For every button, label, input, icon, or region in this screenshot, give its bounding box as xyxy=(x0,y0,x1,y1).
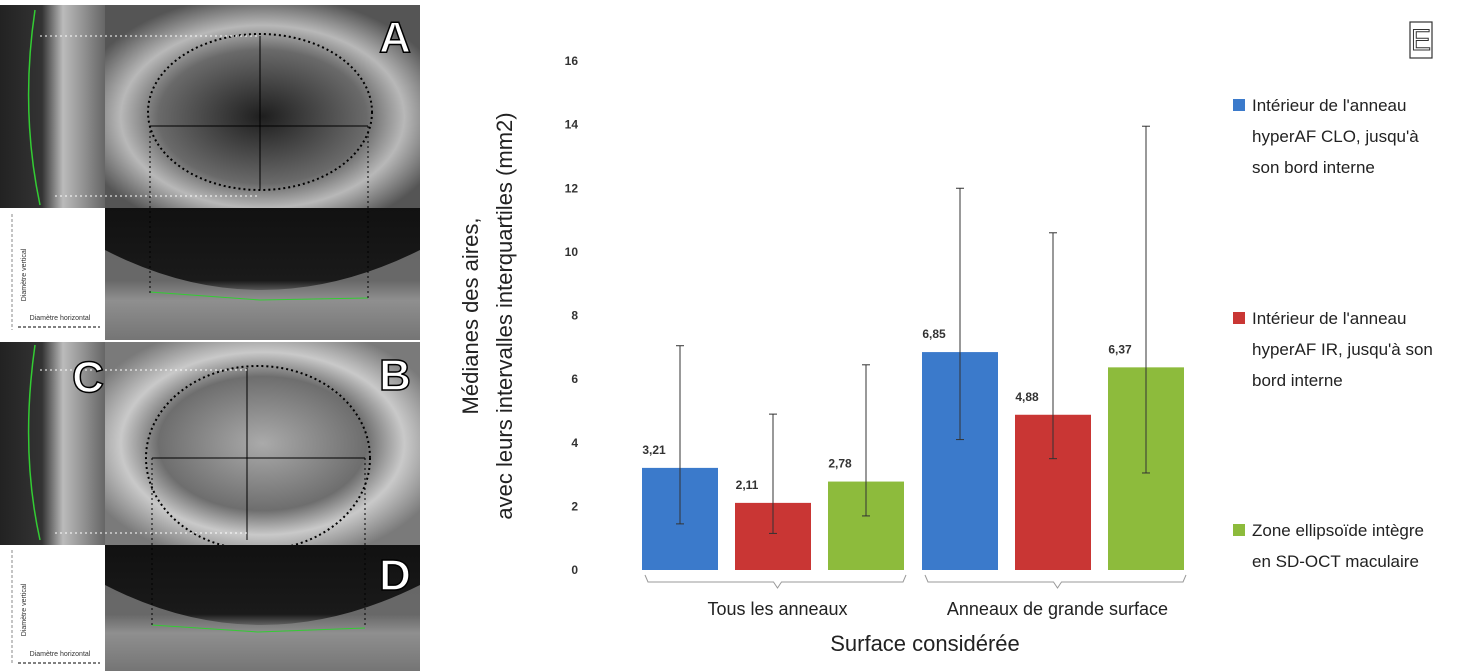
legend-swatch xyxy=(1233,312,1245,324)
y-tick-label: 0 xyxy=(571,563,578,577)
y-tick-label: 14 xyxy=(565,118,579,132)
panel-letter: E xyxy=(1411,24,1431,57)
y-tick-label: 4 xyxy=(571,436,578,450)
diagram-label: Diamètre horizontal xyxy=(30,651,91,658)
y-tick-label: 2 xyxy=(571,499,578,513)
panel-letter: D xyxy=(379,551,411,600)
x-tick-label: Anneaux de grande surface xyxy=(947,599,1168,619)
y-axis-title: Médianes des aires, xyxy=(458,218,483,415)
legend-label: Intérieur de l'anneau hyperAF IR, jusqu'… xyxy=(1252,303,1447,396)
value-label: 3,21 xyxy=(642,443,666,457)
figure: Diamètre vertical Diamètre horizontal A … xyxy=(0,0,1458,671)
legend-swatch xyxy=(1233,99,1245,111)
y-tick-label: 8 xyxy=(571,309,578,323)
y-tick-label: 12 xyxy=(565,181,579,195)
figure-svg: Diamètre vertical Diamètre horizontal A … xyxy=(0,0,1458,671)
value-label: 6,37 xyxy=(1108,342,1132,356)
x-axis-title: Surface considérée xyxy=(830,631,1020,656)
legend-swatch xyxy=(1233,524,1245,536)
y-tick-label: 16 xyxy=(565,54,579,68)
y-axis-title: avec leurs intervalles interquartiles (m… xyxy=(492,112,517,519)
fundus-image xyxy=(105,5,420,208)
panel-letter: C xyxy=(72,353,104,402)
image-group-bottom: Diamètre vertical Diamètre horizontal B … xyxy=(0,342,420,671)
oct-strip xyxy=(0,5,105,208)
category-brace xyxy=(645,575,906,588)
value-label: 2,78 xyxy=(828,457,852,471)
panel-letter: B xyxy=(379,351,411,400)
value-label: 2,11 xyxy=(736,478,759,492)
y-tick-label: 6 xyxy=(571,372,578,386)
value-label: 6,85 xyxy=(922,327,946,341)
image-group-top: Diamètre vertical Diamètre horizontal A xyxy=(0,5,420,340)
x-tick-label: Tous les anneaux xyxy=(707,599,847,619)
diagram-label: Diamètre vertical xyxy=(21,248,28,301)
y-tick-label: 10 xyxy=(565,245,579,259)
diagram-label: Diamètre vertical xyxy=(21,583,28,636)
legend-label: Intérieur de l'anneau hyperAF CLO, jusqu… xyxy=(1252,90,1447,183)
value-label: 4,88 xyxy=(1015,390,1039,404)
diagram-label: Diamètre horizontal xyxy=(30,315,91,322)
panel-letter: A xyxy=(379,13,411,62)
legend-label: Zone ellipsoïde intègre en SD-OCT macula… xyxy=(1252,515,1447,577)
category-brace xyxy=(925,575,1186,588)
